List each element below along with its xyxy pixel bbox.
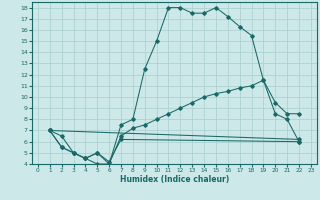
X-axis label: Humidex (Indice chaleur): Humidex (Indice chaleur)	[120, 175, 229, 184]
